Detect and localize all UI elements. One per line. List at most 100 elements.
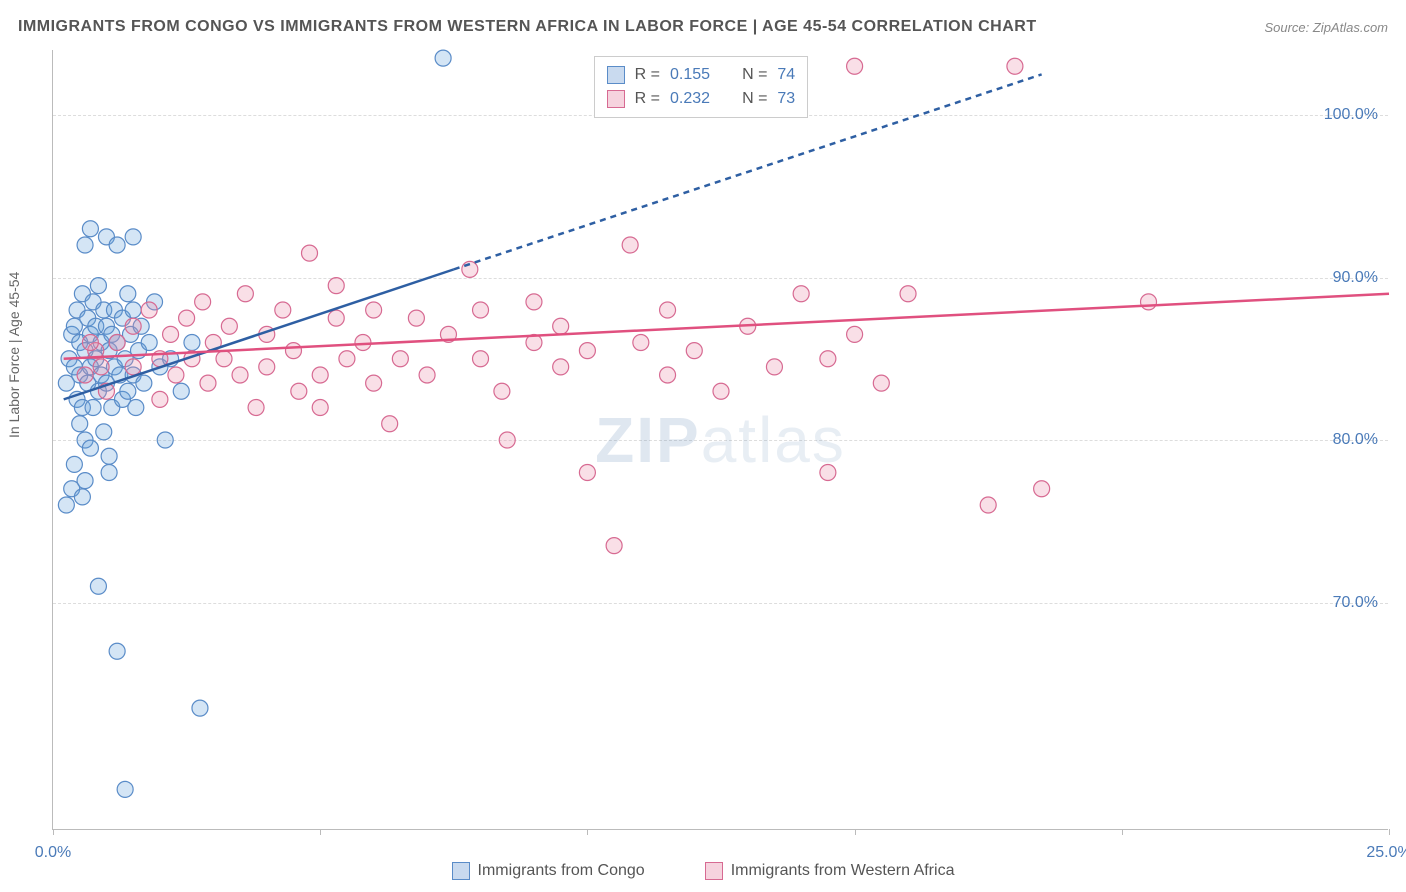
x-tick-label: 0.0% [35,844,71,862]
data-point-western-africa [125,359,141,375]
data-point-western-africa [382,416,398,432]
data-point-congo [101,448,117,464]
y-tick-label: 70.0% [1333,594,1378,612]
data-point-western-africa [232,367,248,383]
data-point-western-africa [285,343,301,359]
data-point-western-africa [793,286,809,302]
data-point-western-africa [473,351,489,367]
data-point-congo [74,489,90,505]
data-point-congo [120,383,136,399]
plot-area: ZIPatlas R =0.155N =74R =0.232N =73 70.0… [52,50,1388,830]
data-point-western-africa [847,326,863,342]
data-point-congo [157,432,173,448]
data-point-western-africa [237,286,253,302]
data-point-congo [77,237,93,253]
data-point-congo [120,286,136,302]
data-point-western-africa [820,465,836,481]
data-point-western-africa [820,351,836,367]
title-bar: IMMIGRANTS FROM CONGO VS IMMIGRANTS FROM… [18,18,1388,36]
data-point-western-africa [93,359,109,375]
data-point-western-africa [686,343,702,359]
scatter-svg [53,50,1388,829]
data-point-western-africa [499,432,515,448]
data-point-western-africa [366,302,382,318]
data-point-western-africa [355,335,371,351]
data-point-congo [96,424,112,440]
legend-series-item: Immigrants from Western Africa [705,862,955,880]
data-point-congo [128,400,144,416]
data-point-western-africa [221,318,237,334]
data-point-western-africa [473,302,489,318]
data-point-western-africa [109,335,125,351]
data-point-western-africa [312,400,328,416]
data-point-congo [125,302,141,318]
data-point-western-africa [216,351,232,367]
y-axis-label: In Labor Force | Age 45-54 [6,272,22,438]
data-point-western-africa [392,351,408,367]
n-value: 73 [777,90,795,108]
data-point-western-africa [606,538,622,554]
data-point-western-africa [312,367,328,383]
data-point-western-africa [125,318,141,334]
data-point-congo [136,375,152,391]
data-point-congo [85,400,101,416]
data-point-western-africa [77,367,93,383]
data-point-western-africa [408,310,424,326]
data-point-western-africa [526,294,542,310]
y-tick-label: 100.0% [1324,106,1378,124]
data-point-western-africa [873,375,889,391]
data-point-congo [82,221,98,237]
data-point-congo [101,465,117,481]
data-point-western-africa [419,367,435,383]
data-point-western-africa [900,286,916,302]
correlation-legend: R = 0.155 N = 74 R = 0.232 N = 73 [594,56,809,118]
legend-swatch [607,90,625,108]
data-point-congo [82,440,98,456]
data-point-congo [90,578,106,594]
n-label: N = [742,66,767,84]
data-point-western-africa [339,351,355,367]
trend-line-western-africa [64,294,1389,359]
data-point-congo [435,50,451,66]
data-point-western-africa [163,326,179,342]
data-point-western-africa [248,400,264,416]
y-tick-label: 80.0% [1333,431,1378,449]
data-point-congo [192,700,208,716]
legend-stat-row: R = 0.155 N = 74 [607,63,796,87]
chart-title: IMMIGRANTS FROM CONGO VS IMMIGRANTS FROM… [18,18,1037,36]
data-point-western-africa [328,278,344,294]
legend-stat-row: R = 0.232 N = 73 [607,87,796,111]
y-tick-label: 90.0% [1333,269,1378,287]
legend-series-item: Immigrants from Congo [452,862,645,880]
data-point-western-africa [579,343,595,359]
data-point-congo [141,335,157,351]
r-value: 0.155 [670,66,710,84]
legend-swatch [607,66,625,84]
data-point-western-africa [494,383,510,399]
data-point-western-africa [1034,481,1050,497]
data-point-congo [77,473,93,489]
data-point-western-africa [168,367,184,383]
data-point-congo [117,781,133,797]
data-point-western-africa [179,310,195,326]
data-point-western-africa [579,465,595,481]
data-point-western-africa [302,245,318,261]
data-point-western-africa [660,367,676,383]
legend-series-label: Immigrants from Western Africa [731,862,955,880]
data-point-western-africa [633,335,649,351]
data-point-western-africa [259,359,275,375]
data-point-congo [72,416,88,432]
data-point-congo [66,456,82,472]
data-point-western-africa [713,383,729,399]
legend-series-label: Immigrants from Congo [478,862,645,880]
n-value: 74 [777,66,795,84]
legend-swatch [705,862,723,880]
source-label: Source: ZipAtlas.com [1264,20,1388,35]
r-label: R = [635,66,660,84]
data-point-western-africa [328,310,344,326]
data-point-western-africa [275,302,291,318]
r-value: 0.232 [670,90,710,108]
r-label: R = [635,90,660,108]
n-label: N = [742,90,767,108]
data-point-western-africa [553,318,569,334]
